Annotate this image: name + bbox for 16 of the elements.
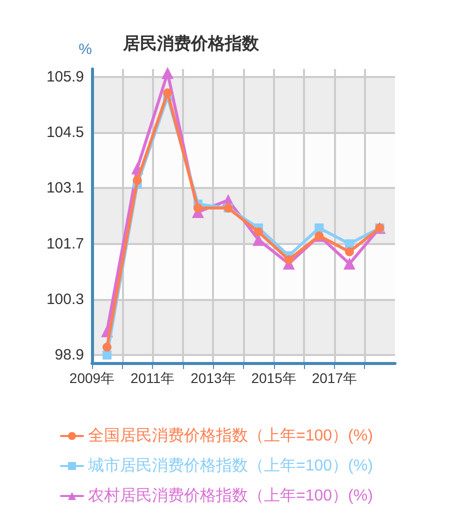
y-tick-label: 104.5 [46, 124, 84, 142]
y-tick-label: 100.3 [46, 290, 84, 308]
y-axis-title: % [78, 41, 92, 58]
y-tick-label: 105.9 [46, 68, 84, 86]
legend-label: 城市居民消费价格指数（上年=100）(%) [87, 456, 373, 474]
x-tick-label: 2011年 [130, 370, 175, 386]
chart-title: 居民消费价格指数 [122, 34, 260, 53]
legend-label: 农村居民消费价格指数（上年=100）(%) [88, 486, 373, 504]
y-tick-label: 103.1 [46, 180, 84, 197]
legend-label: 全国居民消费价格指数（上年=100）(%) [88, 426, 373, 444]
x-tick-label: 2017年 [312, 370, 358, 386]
y-tick-label: 101.7 [46, 235, 84, 252]
x-tick-label: 2015年 [251, 370, 296, 386]
y-tick-label: 98.9 [54, 346, 84, 364]
x-tick-label: 2009年 [69, 370, 115, 386]
x-tick-label: 2013年 [190, 370, 236, 386]
